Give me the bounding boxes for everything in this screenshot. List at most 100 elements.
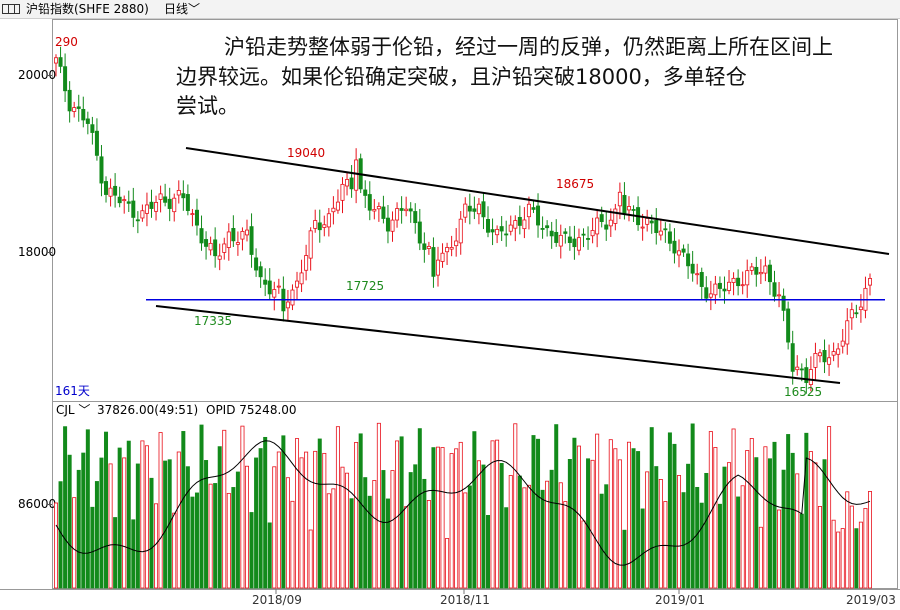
volume-bar-up <box>581 520 586 589</box>
candle-down <box>249 226 254 255</box>
candle-up <box>595 217 600 235</box>
candle-up <box>458 218 463 244</box>
volume-bar-up <box>476 460 481 589</box>
volume-bar-down <box>631 448 636 589</box>
volume-bar-down <box>126 440 131 589</box>
volume-bar-down <box>767 458 772 589</box>
candle-down <box>631 209 636 211</box>
candle-up <box>608 219 613 227</box>
candle-down <box>231 228 236 242</box>
volume-bar-up <box>563 501 568 589</box>
candle-up <box>795 366 800 371</box>
candle-up <box>508 224 513 232</box>
volume-bar-down <box>540 489 545 589</box>
volume-bar-down <box>467 485 472 589</box>
volume-bar-down <box>586 458 591 589</box>
candle-up <box>304 255 309 271</box>
volume-bar-down <box>649 427 654 589</box>
volume-bar-up <box>663 501 668 589</box>
candle-down <box>99 156 104 184</box>
volume-bar-up <box>763 446 768 589</box>
volume-bar-up <box>140 440 145 589</box>
candle-up <box>777 294 782 297</box>
candle-up <box>613 208 618 224</box>
candle-down <box>63 66 68 92</box>
candle-up <box>463 203 468 218</box>
candle-down <box>690 263 695 274</box>
volume-bar-up <box>322 452 327 589</box>
candle-down <box>167 198 172 209</box>
volume-bar-down <box>349 498 354 589</box>
candle-down <box>113 185 118 196</box>
candle-up <box>326 213 331 228</box>
volume-bar-up <box>795 473 800 589</box>
volume-bar-down <box>408 472 413 589</box>
volume-bar-up <box>354 442 359 589</box>
candle-up <box>345 179 350 187</box>
candle-up <box>708 293 713 298</box>
volume-bar-down <box>599 493 604 589</box>
grid-icon[interactable] <box>2 4 20 14</box>
volume-bar-up <box>295 438 300 589</box>
candle-down <box>413 211 418 224</box>
volume-bar-down <box>549 469 554 589</box>
candle-down <box>204 239 209 247</box>
candle-up <box>108 187 113 197</box>
candle-up <box>208 242 213 251</box>
volume-bar-down <box>81 452 86 589</box>
volume-bar-up <box>608 439 613 589</box>
volume-bar-up <box>372 480 377 589</box>
candle-up <box>445 247 450 253</box>
lower-trend-line <box>155 305 841 384</box>
volume-bar-up <box>122 457 127 589</box>
candle-down <box>531 207 536 210</box>
candle-down <box>586 238 591 240</box>
candle-up <box>340 183 345 201</box>
volume-bar-up <box>172 512 177 589</box>
volume-bar-up <box>144 445 149 589</box>
volume-bar-down <box>63 426 68 589</box>
volume-bar-up <box>454 448 459 589</box>
candle-up <box>454 240 459 247</box>
candle-up <box>758 271 763 275</box>
candle-down <box>126 201 131 204</box>
candle-down <box>822 349 827 363</box>
candle-down <box>422 243 427 250</box>
candle-down <box>76 106 81 109</box>
volume-bar-up <box>285 477 290 589</box>
volume-bar-up <box>154 503 159 589</box>
candle-down <box>472 208 477 212</box>
period-select[interactable]: 日线﹀ <box>164 0 200 18</box>
candle-up <box>836 348 841 355</box>
candle-up <box>240 231 245 240</box>
indicator-select[interactable]: CJL ﹀ <box>56 403 90 417</box>
volume-bar-down <box>199 424 204 589</box>
candle-down <box>163 196 168 203</box>
volume-bar-down <box>704 472 709 589</box>
candle-down <box>254 257 259 271</box>
volume-bar-down <box>99 457 104 589</box>
volume-bar-down <box>281 435 286 589</box>
volume-bar-down <box>258 448 263 589</box>
volume-bar-down <box>699 502 704 589</box>
annotation-line-2: 边界较远。如果伦铅确定突破，且沪铅突破18000，多单轻仓 <box>176 65 747 89</box>
candle-up <box>731 277 736 283</box>
volume-bar-down <box>263 436 268 589</box>
candle-down <box>549 230 554 237</box>
volume-bar-down <box>790 452 795 589</box>
volume-bar-down <box>654 466 659 589</box>
candle-up <box>190 213 195 216</box>
candle-up <box>808 369 813 385</box>
x-label-sep: 2018/09 <box>252 593 302 607</box>
label-low-17335: 17335 <box>194 314 232 328</box>
volume-bar-down <box>854 528 859 589</box>
candle-down <box>654 220 659 233</box>
candle-up <box>640 226 645 229</box>
volume-bar-up <box>595 433 600 589</box>
volume-bar-down <box>113 517 118 589</box>
candle-up <box>144 204 149 214</box>
volume-bar-up <box>863 508 868 589</box>
volume-bar-down <box>472 431 477 589</box>
volume-bar-up <box>617 459 622 589</box>
volume-bar-down <box>781 469 786 589</box>
